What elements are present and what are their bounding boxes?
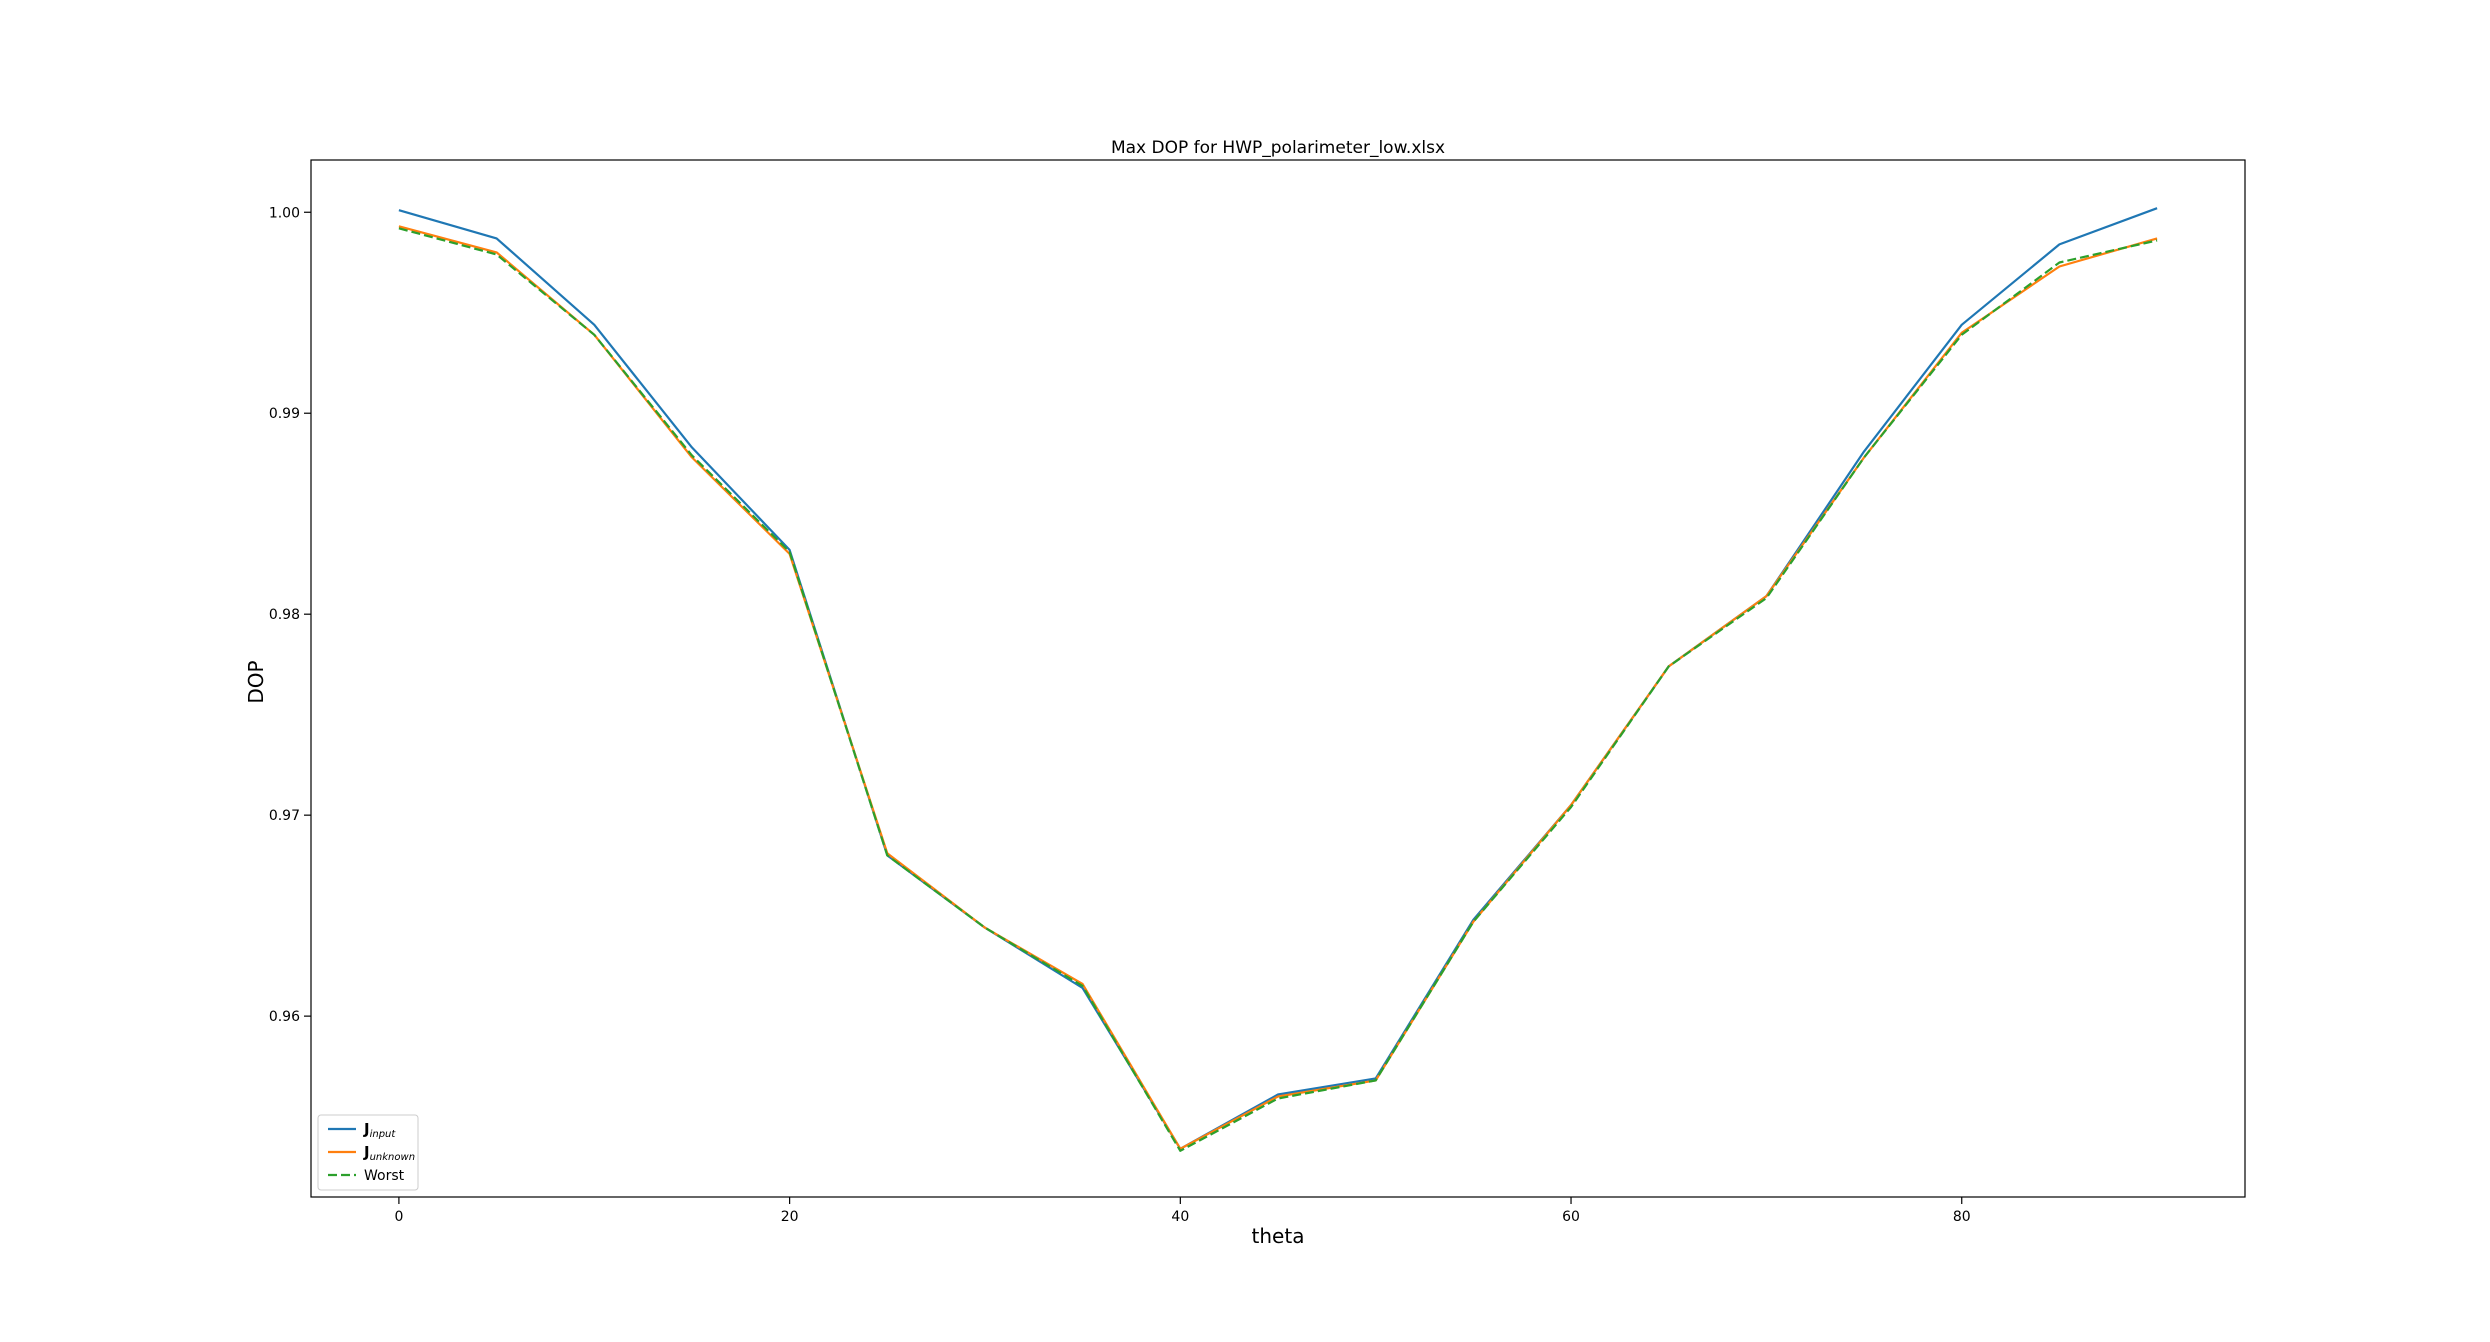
legend-label: Jinput — [363, 1120, 396, 1140]
series-line-worst — [398, 227, 2158, 1152]
legend: Jinput Junknown Worst — [317, 1114, 419, 1191]
x-axis-label: theta — [1252, 1224, 1305, 1248]
y-tick-label: 0.97 — [269, 808, 300, 824]
legend-label: Junknown — [363, 1143, 415, 1163]
y-tick-label: 0.99 — [269, 406, 300, 422]
chart-title: Max DOP for HWP_polarimeter_low.xlsx — [1111, 138, 1445, 158]
y-axis: 0.96 0.97 0.98 0.99 1.00 — [269, 205, 311, 1025]
series-group — [398, 207, 2158, 1152]
series-line-input — [398, 207, 2158, 1150]
legend-box — [317, 1114, 419, 1191]
x-tick-label: 40 — [1171, 1209, 1189, 1225]
x-axis: 0 20 40 60 80 — [394, 1197, 1971, 1225]
series-line-unknown — [398, 225, 2158, 1150]
y-axis-label: DOP — [244, 660, 268, 703]
legend-label: Worst — [364, 1168, 405, 1184]
x-tick-label: 20 — [781, 1209, 799, 1225]
y-tick-label: 0.98 — [269, 607, 300, 623]
y-tick-label: 0.96 — [269, 1009, 300, 1025]
x-tick-label: 80 — [1953, 1209, 1971, 1225]
x-tick-label: 60 — [1562, 1209, 1580, 1225]
y-tick-label: 1.00 — [269, 205, 300, 221]
x-tick-label: 0 — [394, 1209, 403, 1225]
plot-frame — [310, 159, 2246, 1198]
